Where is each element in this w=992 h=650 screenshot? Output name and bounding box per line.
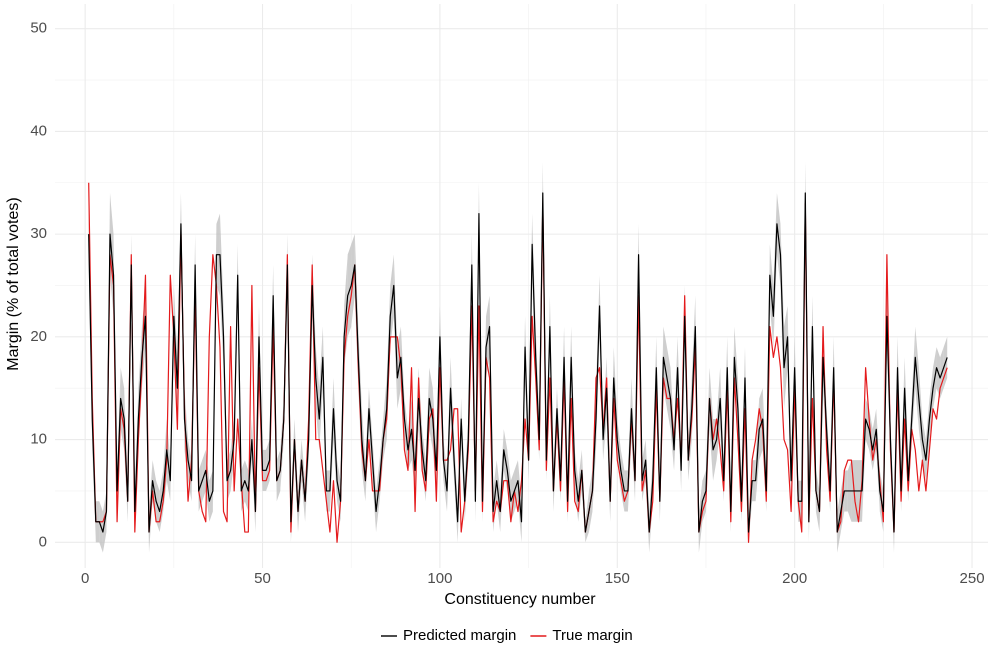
y-tick-label: 10: [30, 431, 47, 448]
legend-label: True margin: [552, 627, 632, 644]
y-tick-label: 20: [30, 328, 47, 345]
x-tick-label: 250: [960, 570, 985, 587]
y-tick-label: 30: [30, 225, 47, 242]
x-tick-label: 200: [782, 570, 807, 587]
y-tick-label: 50: [30, 20, 47, 37]
y-tick-label: 0: [39, 533, 47, 550]
x-tick-label: 100: [427, 570, 452, 587]
x-tick-label: 150: [605, 570, 630, 587]
series-line: [88, 192, 948, 533]
legend-label: Predicted margin: [403, 627, 516, 644]
y-axis-title: Margin (% of total votes): [5, 197, 22, 370]
x-tick-label: 50: [254, 570, 271, 587]
x-tick-label: 0: [81, 570, 89, 587]
plot-area: [55, 4, 988, 568]
x-axis-title: Constituency number: [444, 591, 596, 608]
y-tick-label: 40: [30, 122, 47, 139]
